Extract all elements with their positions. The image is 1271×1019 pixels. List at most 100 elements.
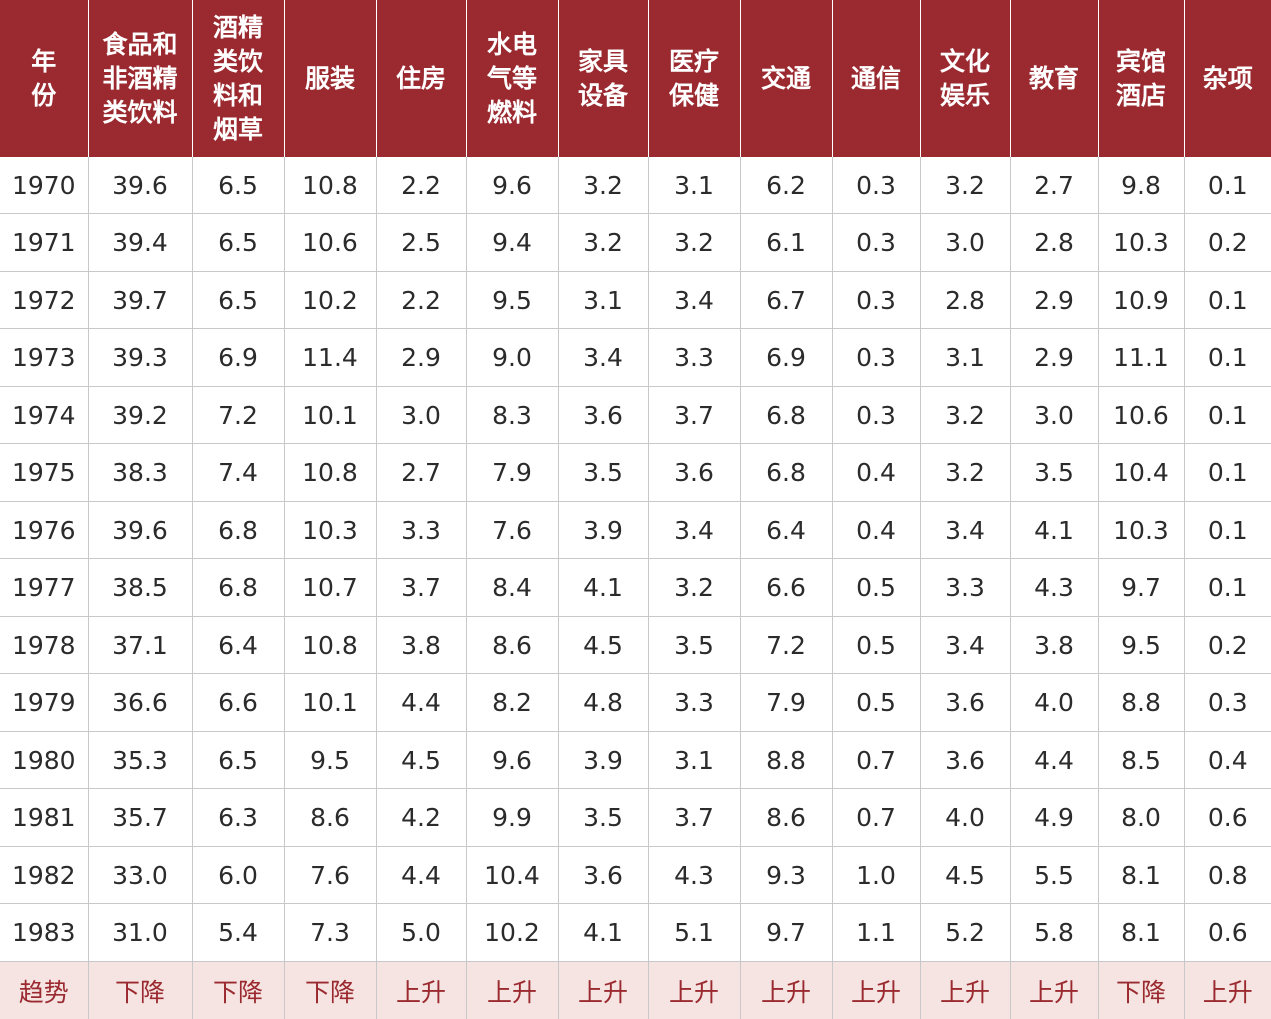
value-cell: 6.3 (191, 788, 285, 847)
value-cell: 4.0 (1009, 673, 1099, 732)
value-cell: 3.6 (919, 673, 1011, 732)
value-cell: 2.8 (1009, 213, 1099, 272)
value-cell: 4.3 (1009, 558, 1099, 617)
value-cell: 2.2 (375, 270, 467, 330)
value-cell: 9.7 (739, 903, 833, 962)
value-cell: 8.4 (465, 558, 559, 617)
column-header: 住房 (375, 0, 467, 157)
value-cell: 3.5 (647, 615, 741, 675)
value-cell: 9.4 (465, 213, 559, 272)
value-cell: 35.7 (87, 788, 193, 847)
value-cell: 10.6 (1097, 385, 1185, 445)
column-header: 家具 设备 (557, 0, 649, 157)
value-cell: 1.0 (831, 845, 921, 905)
header-row: 年 份 食品和 非酒精 类饮料 酒精 类饮 料和 烟草 服装 住房 水电 气等 燃料 家具 … (0, 0, 1271, 157)
value-cell: 4.9 (1009, 788, 1099, 847)
value-cell: 2.9 (1009, 270, 1099, 330)
trend-row: 趋势 下降 下降 下降 上升 上升 上升 上升 上升 上升 上升 上升 下降 上升 (0, 961, 1271, 1019)
value-cell: 10.9 (1097, 270, 1185, 330)
value-cell: 6.2 (739, 157, 833, 215)
trend-cell: 上升 (831, 961, 921, 1019)
value-cell: 5.4 (191, 903, 285, 962)
value-cell: 4.1 (1009, 500, 1099, 560)
value-cell: 3.2 (647, 213, 741, 272)
value-cell: 0.3 (831, 157, 921, 215)
year-cell: 1982 (0, 845, 89, 905)
column-header-label: 水电 气等 燃料 (486, 29, 537, 127)
value-cell: 0.7 (831, 730, 921, 790)
value-cell: 36.6 (87, 673, 193, 732)
value-cell: 3.1 (557, 270, 649, 330)
value-cell: 3.4 (647, 500, 741, 560)
column-header-label: 服装 (304, 63, 355, 93)
value-cell: 38.5 (87, 558, 193, 617)
column-header: 服装 (283, 0, 377, 157)
value-cell: 39.3 (87, 328, 193, 387)
value-cell: 3.9 (557, 500, 649, 560)
year-cell: 1980 (0, 730, 89, 790)
value-cell: 5.1 (647, 903, 741, 962)
value-cell: 3.7 (647, 788, 741, 847)
value-cell: 6.5 (191, 270, 285, 330)
value-cell: 3.2 (647, 558, 741, 617)
value-cell: 0.6 (1183, 903, 1271, 962)
value-cell: 4.4 (375, 673, 467, 732)
value-cell: 9.8 (1097, 157, 1185, 215)
column-header-label: 通信 (850, 63, 901, 93)
column-header: 食品和 非酒精 类饮料 (87, 0, 193, 157)
value-cell: 6.5 (191, 157, 285, 215)
value-cell: 4.5 (375, 730, 467, 790)
value-cell: 0.1 (1183, 500, 1271, 560)
column-header: 医疗 保健 (647, 0, 741, 157)
value-cell: 6.8 (739, 385, 833, 445)
value-cell: 4.4 (1009, 730, 1099, 790)
value-cell: 0.4 (1183, 730, 1271, 790)
column-header: 酒精 类饮 料和 烟草 (191, 0, 285, 157)
table-row: 1977 38.5 6.8 10.7 3.7 8.4 4.1 3.2 6.6 0.5 3.3 4.3 9… (0, 558, 1271, 617)
value-cell: 3.0 (919, 213, 1011, 272)
column-header-label: 医疗 保健 (668, 46, 719, 110)
value-cell: 0.1 (1183, 270, 1271, 330)
value-cell: 3.8 (375, 615, 467, 675)
value-cell: 5.5 (1009, 845, 1099, 905)
value-cell: 8.0 (1097, 788, 1185, 847)
table-row: 1970 39.6 6.5 10.8 2.2 9.6 3.2 3.1 6.2 0.3 3.2 2.7 9… (0, 157, 1271, 215)
year-cell: 1974 (0, 385, 89, 445)
value-cell: 6.8 (739, 443, 833, 502)
column-header-label: 家具 设备 (577, 46, 628, 110)
value-cell: 9.6 (465, 157, 559, 215)
value-cell: 8.1 (1097, 845, 1185, 905)
value-cell: 10.4 (465, 845, 559, 905)
value-cell: 7.2 (739, 615, 833, 675)
value-cell: 3.3 (647, 328, 741, 387)
trend-cell: 下降 (87, 961, 193, 1019)
value-cell: 39.4 (87, 213, 193, 272)
value-cell: 8.8 (1097, 673, 1185, 732)
value-cell: 10.3 (1097, 213, 1185, 272)
value-cell: 8.3 (465, 385, 559, 445)
value-cell: 4.1 (557, 903, 649, 962)
value-cell: 9.3 (739, 845, 833, 905)
value-cell: 3.6 (557, 845, 649, 905)
value-cell: 7.9 (465, 443, 559, 502)
value-cell: 10.1 (283, 385, 377, 445)
value-cell: 4.4 (375, 845, 467, 905)
column-header: 宾馆 酒店 (1097, 0, 1185, 157)
column-header: 文化 娱乐 (919, 0, 1011, 157)
value-cell: 6.8 (191, 558, 285, 617)
table-row: 1976 39.6 6.8 10.3 3.3 7.6 3.9 3.4 6.4 0.4 3.4 4.1 1… (0, 500, 1271, 560)
value-cell: 10.4 (1097, 443, 1185, 502)
year-cell: 1972 (0, 270, 89, 330)
value-cell: 2.8 (919, 270, 1011, 330)
value-cell: 8.8 (739, 730, 833, 790)
value-cell: 3.0 (1009, 385, 1099, 445)
value-cell: 2.9 (1009, 328, 1099, 387)
value-cell: 10.6 (283, 213, 377, 272)
column-header-label: 交通 (760, 63, 811, 93)
value-cell: 10.8 (283, 443, 377, 502)
value-cell: 33.0 (87, 845, 193, 905)
value-cell: 0.7 (831, 788, 921, 847)
trend-cell: 上升 (647, 961, 741, 1019)
value-cell: 35.3 (87, 730, 193, 790)
